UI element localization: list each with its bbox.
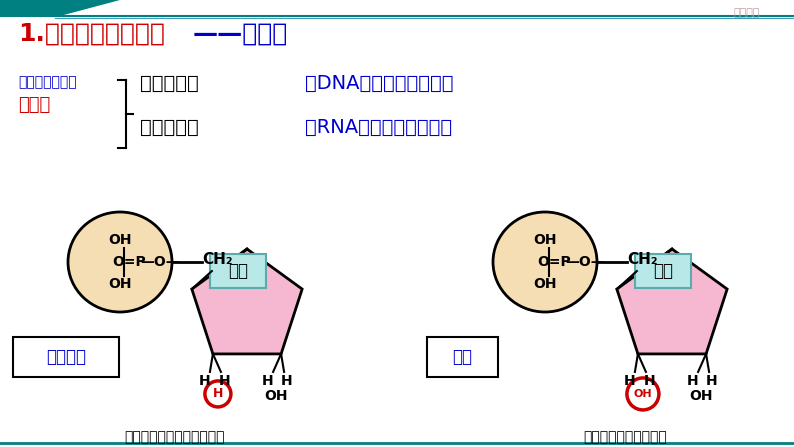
Ellipse shape [493,212,597,312]
Text: H: H [219,374,231,388]
Text: CH₂: CH₂ [202,253,233,267]
Text: OH: OH [264,389,288,403]
Text: H: H [199,374,210,388]
FancyBboxPatch shape [635,254,691,288]
Text: —O—: —O— [140,255,179,269]
Polygon shape [0,0,120,16]
FancyBboxPatch shape [427,337,498,377]
Text: OH: OH [634,389,652,399]
Text: OH: OH [534,233,557,247]
Text: ——核苷酸: ——核苷酸 [193,22,288,46]
Text: OH: OH [108,233,132,247]
Text: H: H [644,374,656,388]
Text: 脱氧核糖: 脱氧核糖 [46,348,86,366]
Text: 核糖核苷酸分子结构图: 核糖核苷酸分子结构图 [583,430,667,444]
Text: 根据五碳糖不同: 根据五碳糖不同 [18,75,77,89]
Text: 1.核酸基本组成单位: 1.核酸基本组成单位 [18,22,165,46]
Text: OH: OH [534,277,557,291]
Text: 脱氧核糖核苷酸分子结构图: 脱氧核糖核苷酸分子结构图 [125,430,225,444]
Text: 碱基: 碱基 [653,262,673,280]
Text: 碱基: 碱基 [228,262,248,280]
Text: 核苷酸: 核苷酸 [18,96,50,114]
Text: OH: OH [108,277,132,291]
Text: 核糖: 核糖 [452,348,472,366]
Polygon shape [192,249,303,354]
Text: H: H [213,388,223,401]
Text: H: H [686,374,698,388]
Text: （RNA的基本组成单位）: （RNA的基本组成单位） [305,118,452,137]
Circle shape [627,378,659,410]
Circle shape [205,381,231,407]
Polygon shape [617,249,727,354]
Text: H: H [261,374,273,388]
Text: H: H [280,374,292,388]
FancyBboxPatch shape [13,337,119,377]
Text: 脱氧核苷酸: 脱氧核苷酸 [140,74,198,93]
Text: —O—: —O— [565,255,604,269]
Text: H: H [705,374,717,388]
Text: 核糖核苷酸: 核糖核苷酸 [140,118,198,137]
FancyBboxPatch shape [210,254,266,288]
Text: O=P: O=P [537,255,571,269]
Text: （DNA的基本组成单位）: （DNA的基本组成单位） [305,74,453,93]
Text: OH: OH [689,389,713,403]
Text: O=P: O=P [112,255,146,269]
Text: H: H [624,374,636,388]
Ellipse shape [68,212,172,312]
Text: CH₂: CH₂ [627,253,657,267]
Text: 格致课堂: 格致课堂 [734,8,760,18]
